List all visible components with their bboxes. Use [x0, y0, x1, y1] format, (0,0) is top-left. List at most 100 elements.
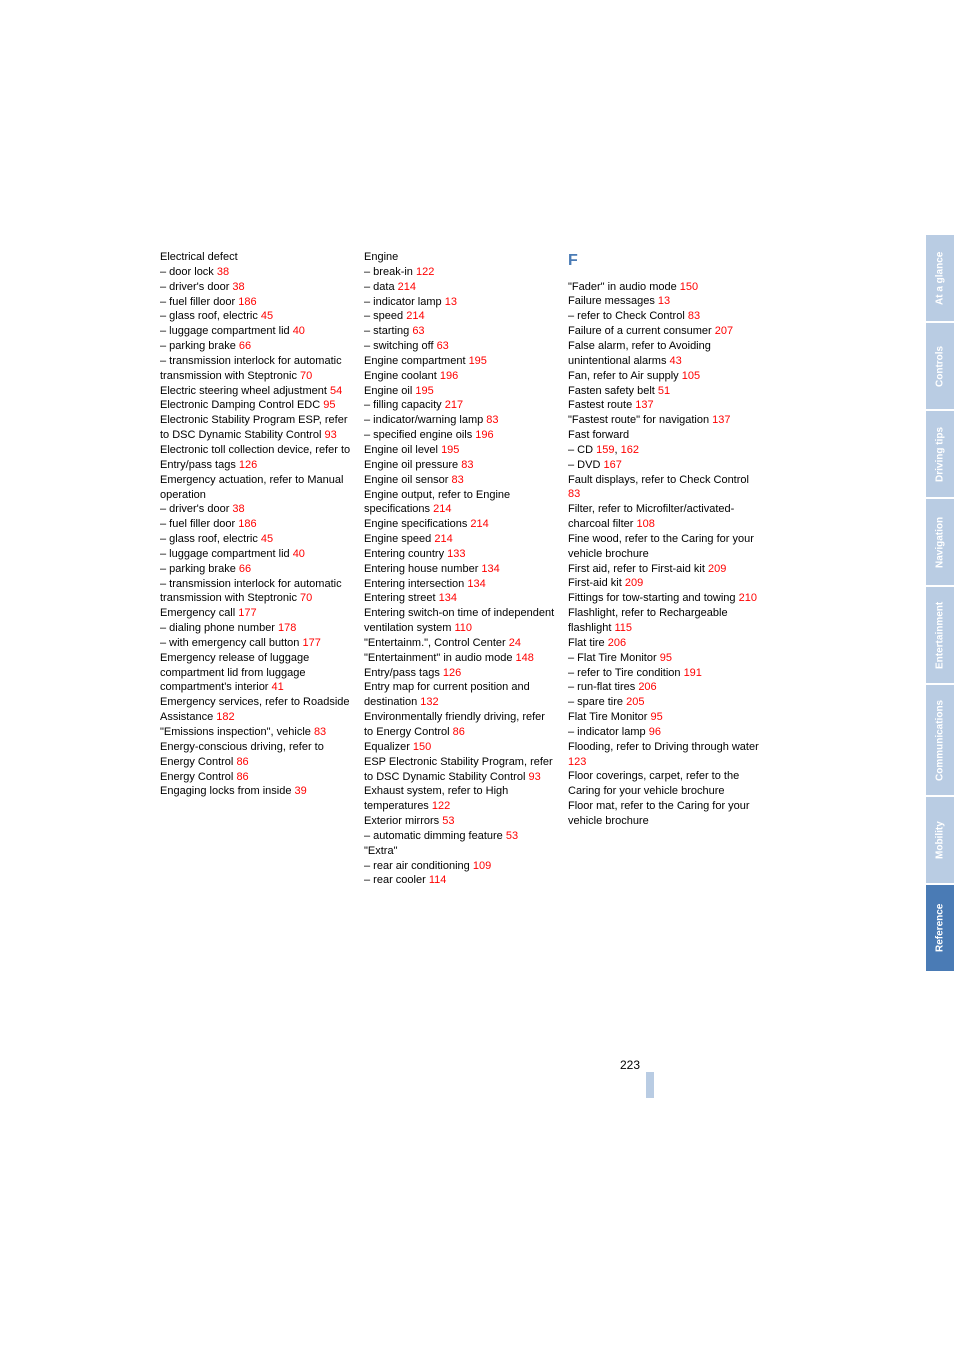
- page-reference[interactable]: 95: [660, 652, 672, 664]
- page-reference[interactable]: 195: [415, 385, 433, 397]
- page-reference[interactable]: 137: [635, 399, 653, 411]
- page-reference[interactable]: 126: [239, 459, 257, 471]
- page-reference[interactable]: 83: [568, 488, 580, 500]
- index-entry: – specified engine oils 196: [364, 428, 556, 443]
- page-reference[interactable]: 177: [302, 637, 320, 649]
- side-tab[interactable]: Entertainment: [926, 587, 954, 683]
- page-reference[interactable]: 95: [323, 399, 335, 411]
- page-reference[interactable]: 214: [434, 533, 452, 545]
- page-reference[interactable]: 96: [649, 726, 661, 738]
- page-reference[interactable]: 38: [232, 503, 244, 515]
- page-reference[interactable]: 114: [429, 874, 447, 886]
- page-reference[interactable]: 196: [475, 429, 493, 441]
- page-reference[interactable]: 115: [614, 622, 632, 634]
- page-reference[interactable]: 93: [324, 429, 336, 441]
- page-reference[interactable]: 210: [739, 592, 757, 604]
- page-reference[interactable]: 186: [238, 296, 256, 308]
- page-reference[interactable]: 133: [447, 548, 465, 560]
- page-reference[interactable]: 191: [684, 667, 702, 679]
- page-reference[interactable]: 214: [398, 281, 416, 293]
- page-reference[interactable]: 66: [239, 563, 251, 575]
- page-reference[interactable]: 83: [688, 310, 700, 322]
- side-tab[interactable]: Communications: [926, 685, 954, 795]
- page-reference[interactable]: 134: [467, 578, 485, 590]
- page-reference[interactable]: 38: [232, 281, 244, 293]
- index-entry-text: "Fader" in audio mode: [568, 281, 680, 293]
- page-reference[interactable]: 105: [682, 370, 700, 382]
- page-reference[interactable]: 24: [509, 637, 521, 649]
- page-reference[interactable]: 195: [469, 355, 487, 367]
- page-reference[interactable]: 132: [420, 696, 438, 708]
- page-reference[interactable]: 83: [486, 414, 498, 426]
- page-reference[interactable]: 110: [454, 622, 472, 634]
- page-reference[interactable]: 206: [608, 637, 626, 649]
- page-reference[interactable]: 53: [506, 830, 518, 842]
- page-reference[interactable]: 214: [433, 503, 451, 515]
- page-reference[interactable]: 150: [680, 281, 698, 293]
- page-reference[interactable]: 86: [236, 771, 248, 783]
- page-reference[interactable]: 122: [416, 266, 434, 278]
- page-reference[interactable]: 122: [432, 800, 450, 812]
- page-reference[interactable]: 205: [626, 696, 644, 708]
- page-reference[interactable]: 148: [516, 652, 534, 664]
- page-reference[interactable]: 126: [443, 667, 461, 679]
- page-reference[interactable]: 41: [272, 681, 284, 693]
- page-reference[interactable]: 167: [603, 459, 621, 471]
- page-reference[interactable]: 214: [406, 310, 424, 322]
- page-reference[interactable]: 214: [470, 518, 488, 530]
- page-reference[interactable]: 123: [568, 756, 586, 768]
- page-reference[interactable]: 182: [216, 711, 234, 723]
- page-reference[interactable]: 134: [439, 592, 457, 604]
- page-reference[interactable]: 178: [278, 622, 296, 634]
- page-reference[interactable]: 134: [481, 563, 499, 575]
- page-reference[interactable]: 45: [261, 310, 273, 322]
- page-reference[interactable]: 150: [413, 741, 431, 753]
- page-reference[interactable]: 217: [445, 399, 463, 411]
- side-tab[interactable]: Navigation: [926, 499, 954, 585]
- page-reference[interactable]: 13: [658, 295, 670, 307]
- page-reference[interactable]: 54: [330, 385, 342, 397]
- page-reference[interactable]: 206: [638, 681, 656, 693]
- side-tab[interactable]: At a glance: [926, 235, 954, 321]
- index-entry-text: – with emergency call button: [160, 637, 302, 649]
- page-reference[interactable]: 177: [238, 607, 256, 619]
- page-reference[interactable]: 63: [412, 325, 424, 337]
- page-reference[interactable]: 70: [300, 370, 312, 382]
- page-reference[interactable]: 63: [437, 340, 449, 352]
- page-reference[interactable]: 196: [440, 370, 458, 382]
- page-reference[interactable]: 70: [300, 592, 312, 604]
- page-reference[interactable]: 95: [651, 711, 663, 723]
- page-reference[interactable]: 162: [621, 444, 639, 456]
- page-reference[interactable]: 66: [239, 340, 251, 352]
- page-reference[interactable]: 45: [261, 533, 273, 545]
- page-reference[interactable]: 93: [528, 771, 540, 783]
- page-reference[interactable]: 39: [295, 785, 307, 797]
- page-reference[interactable]: 108: [636, 518, 654, 530]
- page-reference[interactable]: 83: [451, 474, 463, 486]
- page-reference[interactable]: 109: [473, 860, 491, 872]
- page-reference[interactable]: 137: [712, 414, 730, 426]
- page-reference[interactable]: 40: [293, 325, 305, 337]
- side-tab[interactable]: Mobility: [926, 797, 954, 883]
- page-reference[interactable]: 40: [293, 548, 305, 560]
- page-reference[interactable]: 83: [461, 459, 473, 471]
- page-reference[interactable]: 13: [445, 296, 457, 308]
- side-tab[interactable]: Controls: [926, 323, 954, 409]
- page-reference[interactable]: 53: [442, 815, 454, 827]
- page-reference[interactable]: 86: [236, 756, 248, 768]
- page-reference[interactable]: 86: [453, 726, 465, 738]
- index-entry-text: Fastest route: [568, 399, 635, 411]
- page-reference[interactable]: 83: [314, 726, 326, 738]
- page-reference[interactable]: 207: [715, 325, 733, 337]
- page-reference[interactable]: 43: [670, 355, 682, 367]
- index-entry: Failure messages 13: [568, 294, 760, 309]
- page-reference[interactable]: 159: [596, 444, 614, 456]
- page-reference[interactable]: 209: [708, 563, 726, 575]
- side-tab[interactable]: Reference: [926, 885, 954, 971]
- page-reference[interactable]: 195: [441, 444, 459, 456]
- page-reference[interactable]: 186: [238, 518, 256, 530]
- side-tab[interactable]: Driving tips: [926, 411, 954, 497]
- page-reference[interactable]: 209: [625, 577, 643, 589]
- page-reference[interactable]: 51: [658, 385, 670, 397]
- page-reference[interactable]: 38: [217, 266, 229, 278]
